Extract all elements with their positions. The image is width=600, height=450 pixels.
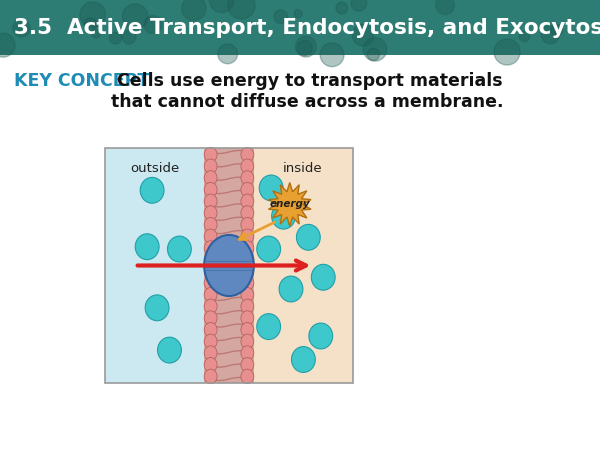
Circle shape (122, 30, 136, 44)
Circle shape (294, 9, 302, 18)
Circle shape (92, 29, 101, 38)
Ellipse shape (204, 323, 217, 337)
Circle shape (320, 43, 344, 67)
Ellipse shape (204, 299, 217, 314)
Ellipse shape (204, 264, 217, 279)
Ellipse shape (241, 369, 254, 384)
Circle shape (274, 10, 287, 23)
Ellipse shape (241, 264, 254, 279)
Circle shape (436, 0, 454, 14)
Bar (204, 148, 254, 383)
Ellipse shape (272, 203, 295, 229)
Ellipse shape (204, 252, 217, 267)
Circle shape (218, 44, 238, 64)
Ellipse shape (296, 225, 320, 250)
Bar (0, 0, 600, 55)
Ellipse shape (241, 194, 254, 208)
Ellipse shape (204, 206, 217, 220)
Ellipse shape (167, 236, 191, 262)
Ellipse shape (145, 295, 169, 321)
Ellipse shape (241, 357, 254, 372)
Bar (105, 148, 353, 383)
Ellipse shape (204, 288, 217, 302)
Ellipse shape (241, 241, 254, 255)
Ellipse shape (241, 288, 254, 302)
Ellipse shape (257, 314, 281, 340)
Ellipse shape (259, 175, 283, 201)
Circle shape (144, 15, 162, 33)
Ellipse shape (241, 323, 254, 337)
Circle shape (351, 0, 367, 11)
Circle shape (367, 48, 379, 61)
Circle shape (352, 24, 374, 46)
Circle shape (122, 4, 148, 29)
Circle shape (364, 38, 387, 61)
Circle shape (228, 0, 255, 19)
Ellipse shape (241, 252, 254, 267)
Circle shape (494, 39, 520, 65)
Ellipse shape (204, 311, 217, 325)
Text: inside: inside (283, 162, 322, 175)
Circle shape (519, 31, 530, 42)
Bar (105, 148, 204, 383)
Ellipse shape (279, 276, 303, 302)
Ellipse shape (241, 159, 254, 174)
Text: 3.5  Active Transport, Endocytosis, and Exocytosis: 3.5 Active Transport, Endocytosis, and E… (14, 18, 600, 37)
Ellipse shape (241, 147, 254, 162)
Ellipse shape (204, 346, 217, 360)
Ellipse shape (309, 323, 332, 349)
Circle shape (541, 26, 559, 44)
Circle shape (182, 0, 206, 20)
Circle shape (13, 20, 30, 37)
Ellipse shape (241, 217, 254, 232)
Ellipse shape (241, 206, 254, 220)
Circle shape (84, 18, 97, 31)
Ellipse shape (204, 276, 217, 290)
Circle shape (551, 25, 563, 36)
Text: energy: energy (269, 199, 310, 209)
Bar (254, 148, 353, 383)
Ellipse shape (204, 147, 217, 162)
Ellipse shape (204, 171, 217, 185)
Ellipse shape (241, 182, 254, 197)
Circle shape (295, 36, 316, 57)
Circle shape (336, 2, 348, 14)
Ellipse shape (204, 235, 254, 296)
Ellipse shape (241, 311, 254, 325)
Text: outside: outside (130, 162, 179, 175)
Circle shape (0, 33, 15, 57)
Text: KEY CONCEPT: KEY CONCEPT (14, 72, 149, 90)
Circle shape (80, 2, 106, 27)
Ellipse shape (204, 334, 217, 349)
Ellipse shape (241, 334, 254, 349)
Ellipse shape (204, 217, 217, 232)
Ellipse shape (204, 357, 217, 372)
Circle shape (209, 0, 234, 13)
Circle shape (297, 40, 312, 55)
Ellipse shape (292, 346, 316, 373)
Ellipse shape (204, 194, 217, 208)
Ellipse shape (204, 159, 217, 174)
Ellipse shape (311, 264, 335, 290)
Ellipse shape (241, 346, 254, 360)
Ellipse shape (204, 182, 217, 197)
Ellipse shape (241, 276, 254, 290)
Ellipse shape (204, 369, 217, 384)
Ellipse shape (241, 171, 254, 185)
Ellipse shape (204, 229, 217, 243)
Ellipse shape (158, 337, 181, 363)
Circle shape (109, 32, 121, 44)
Ellipse shape (140, 177, 164, 203)
Ellipse shape (257, 236, 281, 262)
Ellipse shape (204, 241, 217, 255)
Ellipse shape (135, 234, 159, 260)
Ellipse shape (241, 299, 254, 314)
Ellipse shape (241, 229, 254, 243)
Text: Cells use energy to transport materials
that cannot diffuse across a membrane.: Cells use energy to transport materials … (111, 72, 503, 111)
Polygon shape (268, 183, 311, 226)
